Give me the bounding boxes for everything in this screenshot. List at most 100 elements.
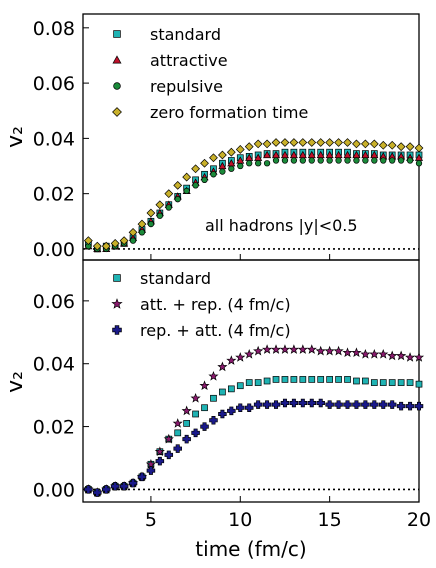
- data-point-square: [397, 379, 405, 386]
- data-point-diamond: [110, 239, 120, 248]
- data-point-circle: [371, 157, 378, 164]
- data-point-square: [317, 376, 325, 383]
- data-point-circle: [380, 157, 387, 164]
- data-point-plus: [119, 482, 129, 491]
- data-point-circle: [237, 162, 244, 170]
- data-point-star: [154, 446, 165, 457]
- bottom-panel: 0.00 0.02 0.04 0.06 5 10 15 20 standard att. + r…: [3, 259, 431, 561]
- data-point-diamond: [360, 139, 370, 149]
- top-panel-ticks: 0.00 0.02 0.04 0.06 0.08: [33, 18, 420, 261]
- data-point-star: [253, 345, 264, 356]
- data-point-diamond: [396, 142, 406, 152]
- data-point-circle: [165, 204, 172, 211]
- data-point-plus: [218, 409, 227, 419]
- data-point-plus: [84, 485, 93, 494]
- data-point-diamond: [92, 241, 102, 251]
- data-point-diamond: [369, 139, 379, 149]
- legend-label: standard: [140, 269, 211, 288]
- legend-label: rep. + att. (4 fm/c): [140, 321, 291, 340]
- data-point-diamond: [334, 138, 343, 147]
- data-point-star: [387, 350, 398, 361]
- legend-label: zero formation time: [150, 103, 308, 122]
- data-point-star: [208, 370, 219, 381]
- data-point-plus: [164, 450, 174, 460]
- data-point-star: [199, 380, 210, 391]
- legend-label: att. + rep. (4 fm/c): [140, 295, 291, 314]
- data-point-diamond: [128, 227, 138, 237]
- data-point-square: [344, 376, 351, 383]
- data-point-diamond: [307, 138, 317, 147]
- data-point-plus: [262, 400, 272, 409]
- data-point-plus: [101, 485, 111, 494]
- data-point-diamond: [146, 208, 156, 218]
- data-point-diamond: [119, 236, 129, 246]
- top-panel-markers: [83, 138, 424, 253]
- data-point-diamond: [235, 145, 245, 154]
- legend-marker-diamond: [112, 107, 122, 117]
- data-point-plus: [289, 398, 299, 408]
- data-point-square: [192, 410, 199, 418]
- data-point-diamond: [289, 138, 299, 147]
- data-point-circle: [344, 157, 351, 164]
- x-tick-label: 15: [318, 509, 342, 531]
- data-point-plus: [173, 444, 182, 453]
- data-point-star: [172, 418, 183, 428]
- data-point-square: [299, 376, 307, 383]
- data-point-square: [236, 382, 244, 390]
- data-point-diamond: [271, 138, 281, 147]
- legend-marker-square: [113, 30, 121, 38]
- data-point-circle: [138, 229, 146, 236]
- data-point-diamond: [405, 142, 415, 152]
- data-point-diamond: [387, 140, 397, 150]
- data-point-star: [324, 345, 335, 356]
- data-point-circle: [317, 157, 324, 164]
- data-point-diamond: [137, 219, 147, 229]
- data-point-star: [226, 355, 237, 365]
- data-point-circle: [129, 237, 137, 244]
- legend-label: repulsive: [150, 77, 223, 96]
- data-point-square: [290, 376, 298, 383]
- data-point-circle: [174, 196, 181, 203]
- data-point-circle: [254, 160, 262, 167]
- data-point-triangle: [263, 150, 272, 159]
- data-point-circle: [210, 171, 217, 178]
- data-point-circle: [147, 220, 155, 228]
- data-point-plus: [316, 398, 325, 408]
- top-panel-legend: standard attractive repulsive zero formatio…: [112, 25, 308, 122]
- data-point-star: [404, 352, 416, 362]
- data-point-square: [370, 379, 378, 386]
- data-point-diamond: [352, 139, 361, 149]
- data-point-star: [235, 352, 246, 362]
- data-point-circle: [308, 157, 315, 164]
- data-point-plus: [137, 472, 147, 482]
- data-point-square: [406, 379, 414, 386]
- legend-marker-star: [111, 298, 123, 309]
- y-tick-label: 0.00: [33, 479, 75, 501]
- data-point-square: [254, 379, 262, 386]
- data-point-star: [396, 350, 407, 361]
- data-point-plus: [307, 398, 317, 408]
- data-point-star: [351, 347, 362, 358]
- data-point-star: [270, 344, 282, 354]
- data-point-plus: [209, 416, 218, 425]
- data-point-diamond: [101, 241, 111, 251]
- legend-marker-triangle: [112, 55, 122, 64]
- data-point-square: [415, 380, 423, 388]
- data-point-star: [333, 345, 344, 356]
- data-point-plus: [414, 401, 424, 411]
- data-point-circle: [290, 157, 298, 164]
- data-point-circle: [228, 165, 235, 172]
- data-point-circle: [281, 157, 289, 164]
- data-point-square: [335, 376, 342, 383]
- bottom-panel-markers: [83, 344, 425, 497]
- data-point-square: [308, 376, 316, 383]
- data-point-square: [388, 379, 396, 386]
- data-point-circle: [299, 157, 306, 164]
- bottom-panel-ticks: 0.00 0.02 0.04 0.06 5 10 15 20: [33, 291, 431, 531]
- data-point-diamond: [155, 200, 165, 210]
- data-point-square: [326, 376, 333, 383]
- data-point-plus: [253, 400, 263, 409]
- data-point-circle: [406, 157, 414, 164]
- y-tick-label: 0.02: [33, 184, 75, 206]
- data-point-circle: [246, 160, 253, 167]
